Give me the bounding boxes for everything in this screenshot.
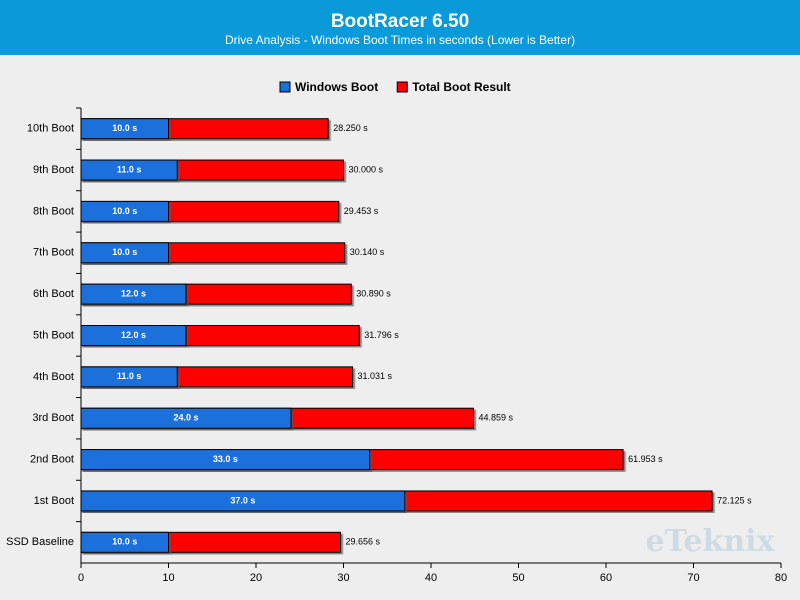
value-label: 12.0 s xyxy=(121,330,146,340)
x-tick-label: 30 xyxy=(337,572,349,584)
value-label: 30.000 s xyxy=(349,164,384,174)
bar xyxy=(80,449,371,471)
y-tick-label: 1st Boot xyxy=(34,495,74,507)
value-label: 28.250 s xyxy=(333,123,368,133)
value-label: 29.656 s xyxy=(345,537,380,547)
bar xyxy=(80,531,169,553)
x-tick-label: 70 xyxy=(687,572,699,584)
y-tick-label: 9th Boot xyxy=(33,164,74,176)
value-label: 72.125 s xyxy=(717,495,752,505)
value-label: 30.890 s xyxy=(356,289,391,299)
bar xyxy=(80,490,406,512)
y-tick-label: 7th Boot xyxy=(33,247,74,259)
y-tick-label: 4th Boot xyxy=(33,371,74,383)
value-label: 10.0 s xyxy=(112,537,137,547)
legend-swatch xyxy=(279,81,291,93)
bar xyxy=(80,283,187,305)
x-tick-label: 10 xyxy=(162,572,174,584)
value-label: 11.0 s xyxy=(117,371,142,381)
x-tick-label: 80 xyxy=(775,572,787,584)
value-label: 44.859 s xyxy=(479,413,514,423)
value-label: 24.0 s xyxy=(173,413,198,423)
y-tick-label: 8th Boot xyxy=(33,205,74,217)
value-label: 33.0 s xyxy=(213,454,238,464)
x-tick-label: 40 xyxy=(425,572,437,584)
bar xyxy=(80,242,169,264)
value-label: 10.0 s xyxy=(112,206,137,216)
value-label: 10.0 s xyxy=(112,247,137,257)
value-label: 31.796 s xyxy=(364,330,399,340)
value-label: 31.031 s xyxy=(358,371,393,381)
header xyxy=(0,0,800,55)
value-label: 11.0 s xyxy=(117,164,142,174)
bar xyxy=(80,366,178,388)
y-tick-label: 10th Boot xyxy=(27,123,74,135)
x-tick-label: 20 xyxy=(250,572,262,584)
x-tick-label: 50 xyxy=(512,572,524,584)
chart-subtitle: Drive Analysis - Windows Boot Times in s… xyxy=(225,33,575,47)
value-label: 61.953 s xyxy=(628,454,663,464)
value-label: 30.140 s xyxy=(350,247,385,257)
y-tick-label: 2nd Boot xyxy=(30,453,74,465)
bar xyxy=(80,200,169,222)
legend-label: Total Boot Result xyxy=(412,80,510,94)
x-tick-label: 0 xyxy=(78,572,84,584)
bar xyxy=(80,118,169,140)
value-label: 12.0 s xyxy=(121,289,146,299)
legend-label: Windows Boot xyxy=(295,80,378,94)
bar xyxy=(80,407,292,429)
watermark: eTeknix xyxy=(646,524,776,559)
value-label: 10.0 s xyxy=(112,123,137,133)
y-tick-label: 6th Boot xyxy=(33,288,74,300)
y-tick-label: 3rd Boot xyxy=(32,412,74,424)
bar xyxy=(80,159,178,181)
value-label: 29.453 s xyxy=(344,206,379,216)
legend-swatch xyxy=(396,81,408,93)
x-tick-label: 60 xyxy=(600,572,612,584)
chart-title: BootRacer 6.50 xyxy=(331,11,469,32)
y-tick-label: SSD Baseline xyxy=(6,536,74,548)
value-label: 37.0 s xyxy=(230,495,255,505)
bar xyxy=(80,325,187,346)
y-tick-label: 5th Boot xyxy=(33,329,74,341)
